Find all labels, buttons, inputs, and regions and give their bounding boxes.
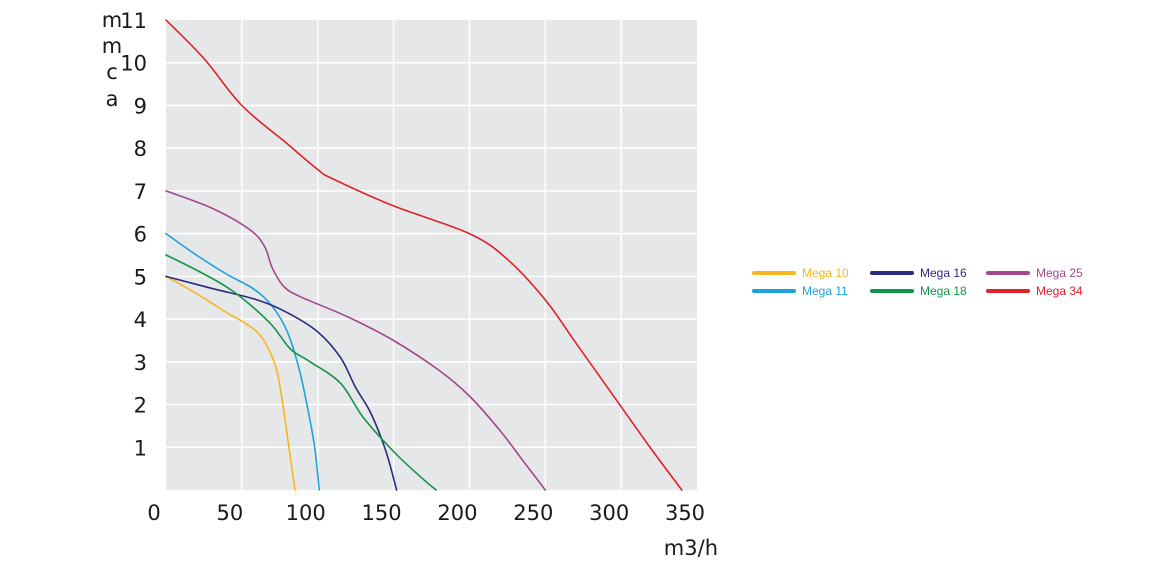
series-line-mega-34 (165, 19, 683, 491)
legend-item-mega-34: Mega 34 (986, 284, 1083, 298)
x-axis-label: m3/h (664, 536, 718, 560)
x-axis-ticks: 0 50 100 150 200 250 300 350 (147, 501, 705, 525)
legend-item-mega-11: Mega 11 (752, 284, 848, 298)
legend-label: Mega 34 (1036, 284, 1083, 298)
series-line-mega-10 (165, 275, 296, 491)
x-tick-label: 250 (513, 501, 553, 525)
legend-item-mega-10: Mega 10 (752, 266, 849, 280)
legend-item-mega-25: Mega 25 (986, 266, 1083, 280)
y-axis-label-letter: a (106, 87, 119, 111)
y-axis-label-letter: m (102, 8, 122, 32)
x-tick-label: 200 (437, 501, 477, 525)
y-tick-label: 1 (134, 436, 147, 460)
x-tick-label: 300 (589, 501, 629, 525)
series-lines (165, 19, 683, 491)
legend: Mega 10 Mega 11 Mega 16 Mega 18 Mega 25 Mega … (752, 266, 1083, 298)
y-tick-label: 9 (134, 94, 147, 118)
y-axis-ticks: 1 2 3 4 5 6 7 8 9 10 11 (120, 9, 147, 460)
y-tick-label: 8 (134, 137, 147, 161)
legend-label: Mega 10 (802, 266, 849, 280)
y-tick-label: 3 (134, 351, 147, 375)
series-line-mega-11 (165, 232, 320, 491)
series-line-mega-18 (165, 254, 437, 491)
y-tick-label: 7 (134, 180, 147, 204)
y-tick-label: 5 (134, 265, 147, 289)
y-axis-label-letter: c (106, 60, 118, 84)
y-tick-label: 2 (134, 394, 147, 418)
legend-label: Mega 18 (920, 284, 967, 298)
legend-label: Mega 16 (920, 266, 967, 280)
y-axis-label-letter: m (102, 34, 122, 58)
y-tick-label: 4 (134, 308, 147, 332)
x-tick-label: 350 (665, 501, 705, 525)
x-tick-label: 0 (147, 501, 160, 525)
legend-label: Mega 11 (802, 284, 848, 298)
series-line-mega-25 (165, 190, 547, 491)
y-tick-label: 6 (134, 223, 147, 247)
y-tick-label: 11 (120, 9, 147, 33)
x-tick-label: 50 (216, 501, 243, 525)
legend-label: Mega 25 (1036, 266, 1083, 280)
legend-item-mega-16: Mega 16 (870, 266, 967, 280)
x-tick-label: 100 (286, 501, 326, 525)
x-tick-label: 150 (362, 501, 402, 525)
plot-background (166, 20, 697, 490)
series-line-mega-16 (165, 275, 398, 491)
y-tick-label: 10 (120, 52, 147, 76)
legend-item-mega-18: Mega 18 (870, 284, 967, 298)
